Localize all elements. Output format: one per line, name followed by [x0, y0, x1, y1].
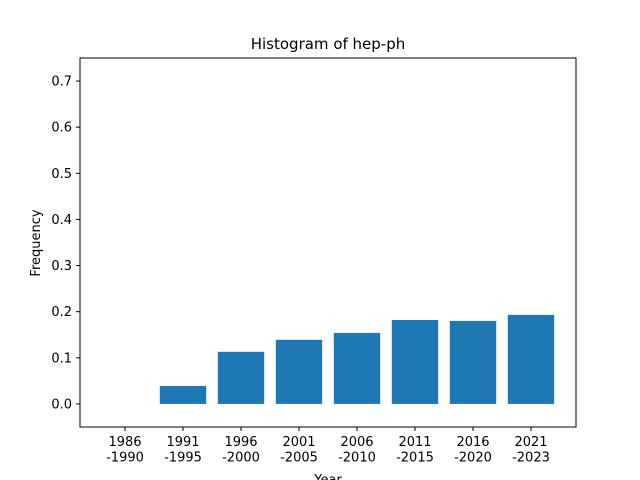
y-tick-label: 0.3 [51, 259, 72, 274]
bar [217, 351, 265, 404]
bar [159, 385, 207, 404]
y-tick-label: 0.2 [51, 305, 72, 320]
bar [275, 339, 323, 404]
x-tick-label: 2016 -2020 [454, 435, 492, 466]
x-axis-label: Year [313, 473, 342, 480]
x-tick-label: 2021 -2023 [512, 435, 550, 466]
plot-frame [79, 57, 577, 428]
y-tick-label: 0.4 [51, 213, 72, 228]
x-tick-label: 1996 -2000 [222, 435, 260, 466]
x-tick-label: 1986 -1990 [106, 435, 144, 466]
x-tick-label: 2001 -2005 [280, 435, 318, 466]
y-tick-label: 0.7 [51, 75, 72, 90]
chart-title: Histogram of hep-ph [251, 35, 406, 53]
bar [507, 314, 555, 404]
y-tick-label: 0.1 [51, 351, 72, 366]
y-tick-label: 0.0 [51, 397, 72, 412]
y-tick-label: 0.5 [51, 167, 72, 182]
x-tick-label: 1991 -1995 [164, 435, 202, 466]
x-tick-label: 2006 -2010 [338, 435, 376, 466]
bar [333, 332, 381, 404]
bar [449, 320, 497, 404]
x-tick-label: 2011 -2015 [396, 435, 434, 466]
bar [391, 319, 439, 404]
y-axis-label: Frequency [29, 209, 44, 276]
y-tick-label: 0.6 [51, 121, 72, 136]
